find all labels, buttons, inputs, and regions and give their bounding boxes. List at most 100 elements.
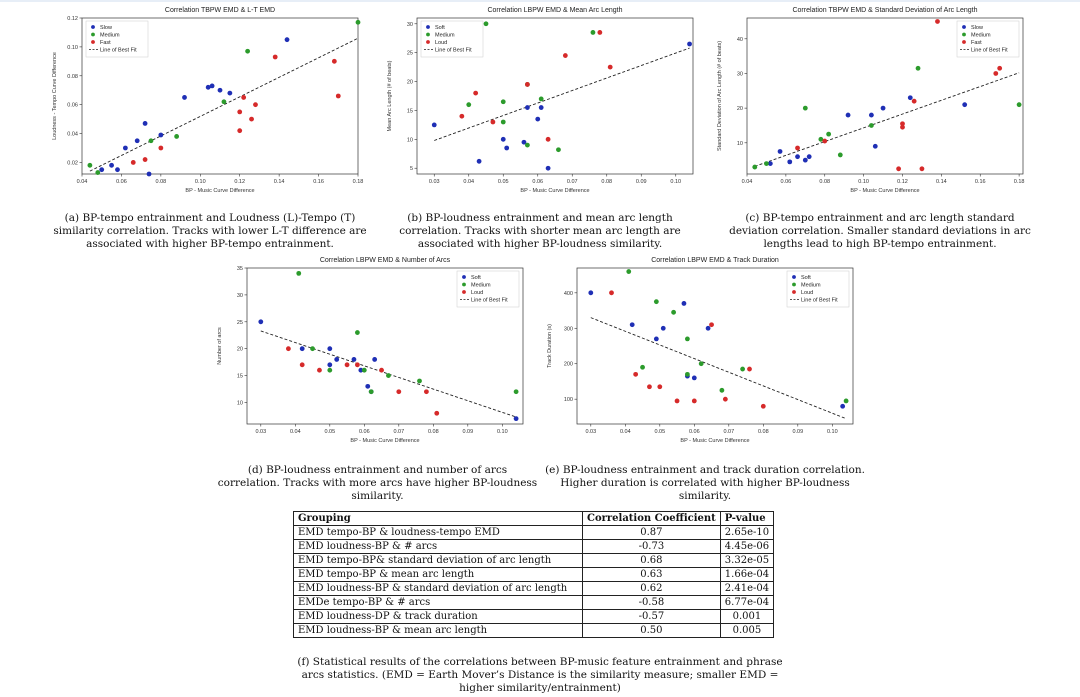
- table-cell: 1.66e-04: [719, 567, 775, 582]
- scatter-plot-d: Correlation LBPW EMD & Number of Arcs 0.0…: [217, 257, 524, 444]
- table-cell: 0.63: [582, 567, 721, 582]
- table-cell: EMD tempo-BP & loudness-tempo EMD: [293, 525, 583, 540]
- chart-title: Correlation LBPW EMD & Track Duration: [651, 257, 779, 264]
- table-cell: EMD tempo-BP& standard deviation of arc …: [293, 553, 583, 568]
- data-point: [1016, 102, 1022, 108]
- table-cell: 0.68: [582, 553, 721, 568]
- legend-label: Slow: [100, 25, 112, 31]
- data-point: [640, 364, 645, 370]
- data-point: [241, 95, 247, 100]
- data-point: [588, 290, 594, 296]
- x-tick-label: 0.14: [274, 179, 285, 185]
- data-point: [900, 124, 905, 130]
- legend-label: Line of Best Fit: [100, 48, 137, 54]
- data-point: [760, 403, 766, 409]
- data-point: [109, 162, 114, 168]
- data-point: [993, 71, 999, 76]
- data-point: [355, 362, 360, 368]
- table-cell: -0.73: [582, 539, 721, 554]
- data-point: [299, 346, 305, 352]
- data-point: [525, 105, 530, 110]
- data-point: [355, 330, 360, 335]
- data-point: [674, 398, 680, 404]
- y-tick-label: 10: [407, 137, 413, 143]
- x-tick-label: 0.04: [77, 179, 88, 185]
- table-row: EMD loudness-BP & # arcs -0.73 4.45e-06: [293, 539, 775, 554]
- legend-label: Line of Best Fit: [801, 298, 838, 304]
- table-cell: 0.50: [582, 623, 721, 638]
- legend-label: Soft: [801, 275, 811, 281]
- data-point: [626, 269, 632, 274]
- data-point: [500, 99, 506, 105]
- data-point: [802, 157, 808, 163]
- data-point: [880, 105, 886, 111]
- data-point: [327, 367, 333, 373]
- data-point: [513, 389, 519, 395]
- figure-a: Correlation TBPW EMD & L-T EMD 0.04 0.06 0.…: [40, 4, 370, 209]
- data-point: [629, 322, 635, 328]
- x-tick-label: 0.12: [897, 179, 908, 185]
- data-point: [459, 113, 465, 119]
- table-cell: EMD loudness-BP & mean arc length: [293, 623, 583, 638]
- figure-d: Correlation LBPW EMD & Number of Arcs 0.0…: [205, 254, 535, 459]
- data-point: [609, 290, 614, 296]
- legend-box: [420, 20, 484, 58]
- data-point: [787, 159, 793, 165]
- data-point: [327, 346, 333, 352]
- data-point: [335, 93, 341, 99]
- data-point: [525, 142, 530, 148]
- best-fit-line: [434, 47, 690, 141]
- table-cell: EMD tempo-BP & mean arc length: [293, 567, 583, 582]
- chart-title: Correlation TBPW EMD & L-T EMD: [165, 7, 275, 14]
- data-point: [698, 361, 704, 367]
- y-tick-label: 20: [237, 347, 243, 353]
- data-point: [590, 30, 596, 35]
- legend-label: Fast: [971, 40, 982, 46]
- chart-title: Correlation TBPW EMD & Standard Deviatio…: [792, 7, 977, 14]
- y-tick-label: 0.02: [67, 160, 78, 166]
- data-point: [146, 171, 152, 177]
- x-tick-label: 0.03: [585, 429, 596, 435]
- x-tick-label: 0.08: [155, 179, 166, 185]
- data-point: [868, 123, 874, 128]
- x-tick-label: 0.04: [290, 429, 301, 435]
- y-tick-label: 0.08: [67, 74, 78, 80]
- statistics-table: Grouping Correlation Coefficient P-value…: [293, 511, 775, 638]
- data-point: [997, 65, 1003, 71]
- data-point: [182, 95, 187, 100]
- y-tick-label: 10: [237, 400, 243, 406]
- y-tick-label: 100: [564, 397, 573, 403]
- data-point: [396, 389, 402, 395]
- data-point: [500, 136, 506, 142]
- data-point: [764, 161, 769, 167]
- data-point: [962, 102, 968, 108]
- x-tick-label: 0.14: [936, 179, 947, 185]
- column-header: Grouping: [293, 511, 583, 526]
- data-point: [424, 389, 429, 395]
- data-point: [368, 389, 374, 395]
- data-point: [545, 165, 551, 171]
- data-point: [691, 398, 697, 404]
- caption-line: correlation. Tracks with shorter mean ar…: [399, 225, 681, 237]
- legend-marker: [792, 275, 796, 279]
- data-point: [719, 387, 725, 393]
- x-tick-label: 0.04: [620, 429, 631, 435]
- scatter-plot-c: Correlation TBPW EMD & Standard Deviatio…: [717, 7, 1024, 194]
- data-point: [431, 122, 437, 128]
- data-point: [344, 362, 350, 368]
- caption-line: (a) BP-tempo entrainment and Loudness (L…: [64, 212, 356, 224]
- table-cell: -0.57: [582, 609, 721, 624]
- y-axis-label: Number of arcs: [217, 327, 223, 365]
- data-point: [466, 102, 472, 108]
- data-point: [327, 362, 333, 368]
- data-point: [245, 48, 251, 54]
- data-point: [99, 167, 105, 173]
- y-axis-label: Mean Arc Length (# of beats): [387, 60, 393, 131]
- data-point: [647, 384, 652, 390]
- chart-title: Correlation LBPW EMD & Number of Arcs: [320, 257, 451, 264]
- legend-marker: [962, 25, 966, 29]
- legend-label: Soft: [471, 275, 481, 281]
- x-tick-label: 0.09: [792, 429, 803, 435]
- table-cell: 2.65e-10: [719, 525, 775, 540]
- data-point: [840, 403, 846, 409]
